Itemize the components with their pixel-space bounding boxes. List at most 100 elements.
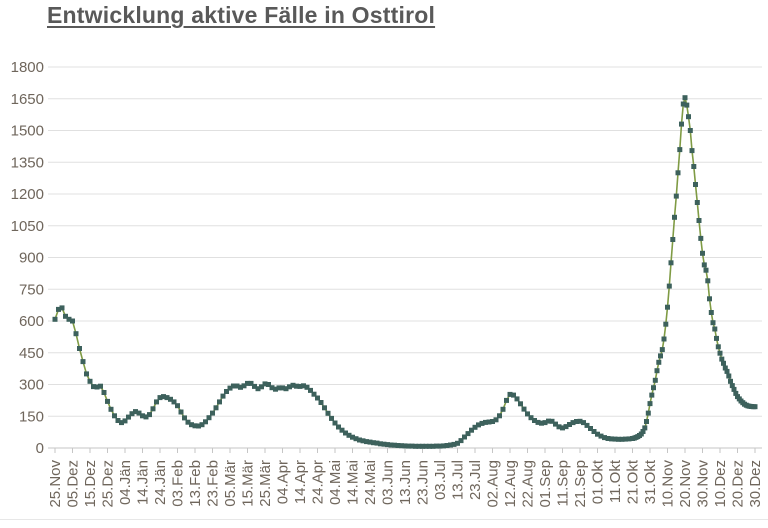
data-point-marker bbox=[91, 384, 96, 390]
x-tick-label: 24.Mai bbox=[362, 460, 379, 505]
x-tick-label: 13.Jun bbox=[397, 460, 414, 505]
data-point-marker bbox=[56, 306, 61, 312]
data-point-marker bbox=[616, 436, 621, 442]
data-point-marker bbox=[651, 385, 656, 391]
data-point-marker bbox=[150, 406, 156, 412]
data-point-marker bbox=[171, 399, 177, 405]
data-point-marker bbox=[581, 420, 586, 426]
data-point-marker bbox=[696, 218, 702, 223]
data-point-marker bbox=[213, 405, 219, 411]
data-point-marker bbox=[694, 200, 700, 205]
data-point-marker bbox=[532, 418, 537, 423]
x-tick-label: 13.Jul bbox=[450, 460, 467, 500]
data-point-marker bbox=[654, 368, 660, 374]
x-tick-label: 13.Feb bbox=[187, 460, 204, 507]
data-point-marker bbox=[752, 404, 758, 410]
data-point-marker bbox=[689, 148, 695, 154]
data-point-marker bbox=[619, 436, 625, 442]
data-point-marker bbox=[154, 399, 159, 405]
data-point-marker bbox=[605, 436, 611, 441]
data-point-marker bbox=[381, 441, 387, 447]
x-tick-label: 14.Mai bbox=[345, 460, 362, 505]
data-point-marker bbox=[623, 436, 628, 442]
data-point-marker bbox=[686, 114, 691, 120]
data-point-marker bbox=[136, 410, 142, 416]
data-point-marker bbox=[66, 316, 72, 322]
data-point-marker bbox=[640, 429, 646, 434]
data-point-marker bbox=[542, 420, 548, 426]
data-point-marker bbox=[423, 443, 429, 449]
y-tick-label: 1350 bbox=[11, 154, 44, 171]
data-point-marker bbox=[255, 386, 261, 392]
data-point-marker bbox=[472, 424, 478, 430]
data-point-marker bbox=[276, 385, 282, 391]
data-point-marker bbox=[70, 318, 75, 324]
data-point-marker bbox=[332, 420, 338, 426]
data-point-marker bbox=[126, 414, 131, 420]
x-tick-label: 04.Mai bbox=[327, 460, 344, 505]
data-point-marker bbox=[437, 443, 443, 449]
y-tick-label: 1200 bbox=[11, 186, 44, 203]
x-tick-label: 03.Jul bbox=[432, 460, 449, 500]
data-point-marker bbox=[227, 385, 233, 391]
data-point-marker bbox=[556, 424, 562, 430]
data-point-marker bbox=[728, 378, 733, 384]
x-tick-label: 30.Dez bbox=[747, 460, 764, 508]
data-point-marker bbox=[80, 359, 86, 365]
data-point-marker bbox=[336, 424, 341, 430]
data-point-marker bbox=[360, 438, 366, 444]
x-tick-label: 10.Nov bbox=[660, 460, 677, 508]
data-point-marker bbox=[658, 353, 663, 359]
data-point-marker bbox=[378, 441, 383, 447]
data-point-marker bbox=[577, 418, 583, 424]
data-point-marker bbox=[406, 443, 411, 449]
data-point-marker bbox=[112, 413, 117, 419]
data-point-marker bbox=[220, 393, 226, 399]
data-point-marker bbox=[147, 412, 152, 418]
data-point-marker bbox=[698, 235, 704, 241]
data-point-marker bbox=[701, 262, 707, 268]
data-point-marker bbox=[427, 443, 432, 449]
data-point-marker bbox=[462, 434, 467, 440]
data-point-marker bbox=[290, 382, 296, 388]
data-point-marker bbox=[259, 384, 264, 390]
data-point-marker bbox=[455, 440, 460, 446]
data-point-marker bbox=[679, 121, 684, 127]
data-point-marker bbox=[708, 310, 714, 315]
data-point-marker bbox=[451, 441, 457, 447]
data-point-marker bbox=[77, 346, 82, 351]
data-point-marker bbox=[350, 434, 355, 440]
data-point-marker bbox=[196, 423, 201, 429]
data-point-marker bbox=[311, 391, 317, 397]
data-point-marker bbox=[539, 420, 544, 426]
data-point-marker bbox=[168, 396, 173, 402]
data-point-marker bbox=[371, 440, 376, 446]
data-point-marker bbox=[570, 420, 576, 426]
data-point-marker bbox=[399, 443, 404, 449]
x-tick-label: 01.Sep bbox=[537, 460, 554, 508]
data-point-marker bbox=[525, 411, 530, 417]
data-point-marker bbox=[656, 359, 662, 365]
x-tick-label: 23.Jul bbox=[467, 460, 484, 500]
data-point-marker bbox=[374, 440, 380, 446]
data-point-marker bbox=[719, 356, 725, 362]
data-point-marker bbox=[94, 384, 100, 390]
data-point-marker bbox=[385, 442, 390, 448]
data-point-marker bbox=[287, 384, 292, 390]
data-point-marker bbox=[733, 390, 739, 396]
data-point-marker bbox=[203, 419, 208, 425]
data-point-marker bbox=[101, 390, 107, 395]
data-point-marker bbox=[670, 237, 676, 242]
x-tick-label: 14.Apr bbox=[292, 460, 309, 504]
x-tick-label: 03.Feb bbox=[170, 460, 187, 507]
data-point-marker bbox=[731, 386, 737, 392]
x-tick-label: 25.Mär bbox=[257, 460, 274, 507]
data-point-marker bbox=[178, 409, 184, 415]
data-point-marker bbox=[115, 418, 121, 423]
data-point-marker bbox=[192, 423, 198, 429]
data-point-marker bbox=[546, 418, 551, 424]
data-point-marker bbox=[715, 344, 721, 350]
data-point-marker bbox=[652, 377, 658, 383]
